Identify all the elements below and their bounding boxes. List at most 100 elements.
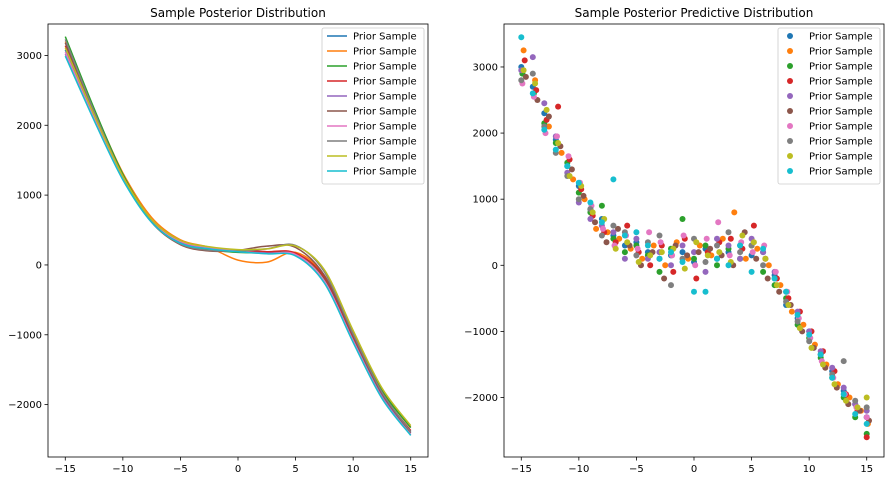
scatter-point bbox=[760, 268, 767, 275]
scatter-point bbox=[598, 219, 605, 226]
scatter-point bbox=[529, 70, 536, 77]
scatter-point bbox=[552, 146, 559, 153]
scatter-point bbox=[796, 325, 803, 332]
scatter-point bbox=[598, 232, 605, 239]
scatter-point bbox=[725, 242, 732, 249]
scatter-point bbox=[679, 216, 686, 222]
scatter-point bbox=[564, 163, 571, 170]
legend-swatch bbox=[787, 78, 793, 84]
scatter-point bbox=[852, 397, 859, 404]
legend-swatch bbox=[787, 108, 793, 114]
scatter-point bbox=[863, 394, 870, 401]
scatter-point bbox=[765, 262, 772, 269]
legend-label: Prior Sample bbox=[809, 122, 873, 133]
legend-swatch bbox=[787, 138, 793, 144]
scatter-point bbox=[829, 364, 836, 371]
y-axis: −2000 −1000 0 1000 2000 3000 bbox=[8, 51, 48, 411]
x-tick-label: 10 bbox=[803, 464, 816, 475]
legend-swatch bbox=[787, 63, 793, 69]
scatter-point bbox=[587, 216, 594, 222]
scatter-point bbox=[575, 196, 582, 203]
scatter-point bbox=[831, 381, 838, 388]
scatter-point bbox=[794, 318, 801, 325]
scatter-point bbox=[773, 282, 780, 289]
scatter-point bbox=[715, 219, 722, 226]
scatter-point bbox=[621, 232, 628, 239]
scatter-point bbox=[727, 235, 734, 242]
legend-label: Prior Sample bbox=[353, 137, 417, 148]
x-axis: −15 −10 −5 0 5 10 15 bbox=[55, 457, 417, 475]
legend-label: Prior Sample bbox=[809, 62, 873, 73]
legend-label: Prior Sample bbox=[353, 107, 417, 118]
scatter-point bbox=[852, 411, 859, 417]
scatter-point bbox=[621, 255, 628, 262]
series-line bbox=[64, 55, 412, 436]
scatter-point bbox=[702, 259, 709, 265]
scatter-point bbox=[693, 275, 700, 282]
scatter-point bbox=[754, 245, 761, 252]
scatter-point bbox=[598, 202, 605, 209]
scatter-point bbox=[543, 106, 550, 113]
scatter-point bbox=[742, 255, 749, 262]
scatter-point bbox=[634, 245, 641, 252]
legend-label: Prior Sample bbox=[353, 62, 417, 73]
scatter-point bbox=[737, 255, 744, 262]
scatter-point bbox=[739, 232, 746, 239]
scatter-point bbox=[749, 249, 756, 256]
scatter-point bbox=[520, 67, 527, 74]
scatter-point bbox=[726, 252, 733, 259]
scatter-point bbox=[610, 176, 617, 183]
scatter-point bbox=[750, 239, 757, 246]
scatter-point bbox=[633, 252, 640, 259]
x-axis: −15 −10 −5 0 5 10 15 bbox=[511, 457, 873, 475]
scatter-point bbox=[679, 249, 686, 256]
scatter-point bbox=[568, 166, 575, 173]
x-tick-label: −15 bbox=[55, 464, 76, 475]
scatter-point bbox=[863, 420, 870, 427]
scatter-point bbox=[806, 338, 813, 345]
scatter-point bbox=[840, 391, 847, 398]
scatter-point bbox=[624, 222, 631, 229]
x-tick-label: 5 bbox=[748, 464, 754, 475]
scatter-point bbox=[714, 235, 720, 242]
legend-label: Prior Sample bbox=[353, 47, 417, 58]
scatter-point bbox=[692, 262, 699, 269]
posterior-line-chart: Sample Posterior Distribution −15 −10 −5 0 5… bbox=[8, 6, 429, 475]
scatter-point bbox=[589, 209, 596, 216]
legend-frame bbox=[777, 27, 881, 185]
scatter-point bbox=[603, 239, 610, 246]
legend-label: Prior Sample bbox=[809, 47, 873, 58]
scatter-point bbox=[541, 100, 548, 107]
scatter-point bbox=[647, 262, 654, 269]
scatter-point bbox=[725, 229, 732, 236]
scatter-point bbox=[679, 242, 686, 249]
scatter-point bbox=[657, 239, 664, 246]
scatter-point bbox=[731, 209, 738, 216]
scatter-point bbox=[714, 255, 720, 262]
x-tick-label: −5 bbox=[629, 464, 644, 475]
scatter-point bbox=[670, 268, 677, 275]
scatter-point bbox=[785, 302, 792, 308]
scatter-series-group bbox=[518, 34, 872, 441]
scatter-point bbox=[684, 252, 691, 259]
scatter-point bbox=[702, 242, 709, 249]
scatter-point bbox=[737, 249, 744, 256]
scatter-point bbox=[520, 47, 527, 54]
x-tick-label: 0 bbox=[235, 464, 241, 475]
scatter-point bbox=[555, 140, 562, 146]
y-tick-label: 3000 bbox=[473, 62, 498, 73]
legend-swatch bbox=[787, 33, 793, 39]
legend-frame bbox=[321, 27, 425, 185]
scatter-point bbox=[624, 239, 631, 246]
scatter-point bbox=[702, 268, 709, 275]
legend-label: Prior Sample bbox=[809, 32, 873, 43]
scatter-point bbox=[771, 275, 778, 282]
x-tick-label: 15 bbox=[860, 464, 873, 475]
scatter-point bbox=[532, 80, 539, 87]
legend: Prior Sample Prior Sample Prior Sample Prio… bbox=[321, 27, 425, 185]
scatter-point bbox=[650, 242, 657, 249]
scatter-point bbox=[646, 229, 653, 236]
scatter-point bbox=[518, 77, 525, 84]
legend-swatch bbox=[787, 48, 793, 54]
x-tick-label: −5 bbox=[173, 464, 188, 475]
